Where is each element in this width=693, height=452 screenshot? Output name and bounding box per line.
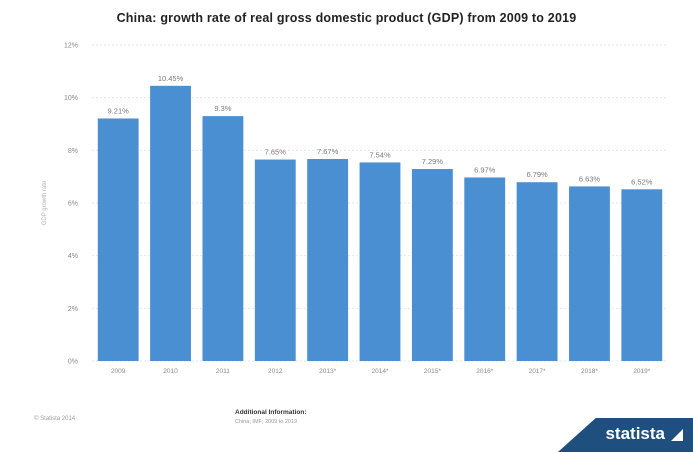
bar-value-label: 6.52% — [631, 177, 653, 186]
x-category-label: 2017* — [529, 368, 546, 375]
bar-value-label: 7.29% — [422, 157, 444, 166]
x-category-label: 2010 — [163, 368, 178, 375]
x-category-label: 2018* — [581, 368, 598, 375]
x-category-label: 2015* — [424, 368, 441, 375]
bar-value-label: 7.67% — [317, 147, 339, 156]
y-tick-label: 2% — [68, 306, 78, 313]
y-tick-label: 0% — [68, 359, 78, 366]
bars — [97, 85, 663, 362]
bar-2012[interactable] — [254, 159, 296, 361]
statista-logo-icon — [671, 429, 683, 441]
y-tick-label: 8% — [68, 148, 78, 155]
y-axis-ticks: 0% 2% 4% 6% 8% 10% 12% — [64, 43, 78, 366]
chart-title: China: growth rate of real gross domesti… — [116, 11, 577, 25]
x-category-label: 2016* — [476, 368, 493, 375]
source-note[interactable]: © Statista 2014 — [34, 416, 76, 422]
bar-2013[interactable] — [307, 159, 349, 361]
y-tick-label: 12% — [64, 43, 78, 50]
y-axis-title: GDP growth rate — [42, 180, 48, 225]
bar-2019[interactable] — [621, 189, 663, 361]
bar-2015[interactable] — [411, 169, 453, 361]
statista-logo: statista — [605, 424, 665, 443]
y-tick-label: 10% — [64, 95, 78, 102]
additional-information-link[interactable]: Additional Information: — [235, 409, 307, 416]
bar-2011[interactable] — [202, 116, 244, 361]
bar-2009[interactable] — [97, 118, 139, 361]
bar-value-label: 7.54% — [369, 150, 391, 159]
bar-2010[interactable] — [150, 85, 191, 362]
bar-value-label: 10.45% — [158, 74, 184, 83]
bar-value-label: 6.97% — [474, 165, 496, 174]
additional-information-detail: China; IMF; 2009 to 2019 — [235, 419, 298, 425]
x-category-label: 2011 — [216, 368, 230, 375]
y-tick-label: 6% — [68, 201, 78, 208]
bar-value-label: 9.3% — [214, 104, 231, 113]
bar-2017[interactable] — [516, 182, 558, 361]
x-category-label: 2014* — [372, 368, 389, 375]
x-axis-categories: 2009 2010 2011 2012 2013* 2014* 2015* 2016* 2017… — [111, 368, 651, 375]
bar-2018[interactable] — [569, 186, 610, 361]
bar-value-label: 7.65% — [265, 148, 287, 157]
x-category-label: 2009 — [111, 368, 126, 375]
x-category-label: 2019* — [633, 368, 650, 375]
bar-value-label: 9.21% — [108, 106, 130, 115]
bar-value-labels: 9.21% 10.45% 9.3% 7.65% 7.67% 7.54% 7.29% 6.97%… — [108, 74, 653, 186]
bar-value-label: 6.79% — [526, 170, 548, 179]
x-category-label: 2013* — [319, 368, 336, 375]
bar-2014[interactable] — [359, 162, 401, 361]
bar-value-label: 6.63% — [579, 174, 601, 183]
x-category-label: 2012 — [268, 368, 283, 375]
bar-2016[interactable] — [464, 177, 506, 361]
y-tick-label: 4% — [68, 253, 78, 260]
